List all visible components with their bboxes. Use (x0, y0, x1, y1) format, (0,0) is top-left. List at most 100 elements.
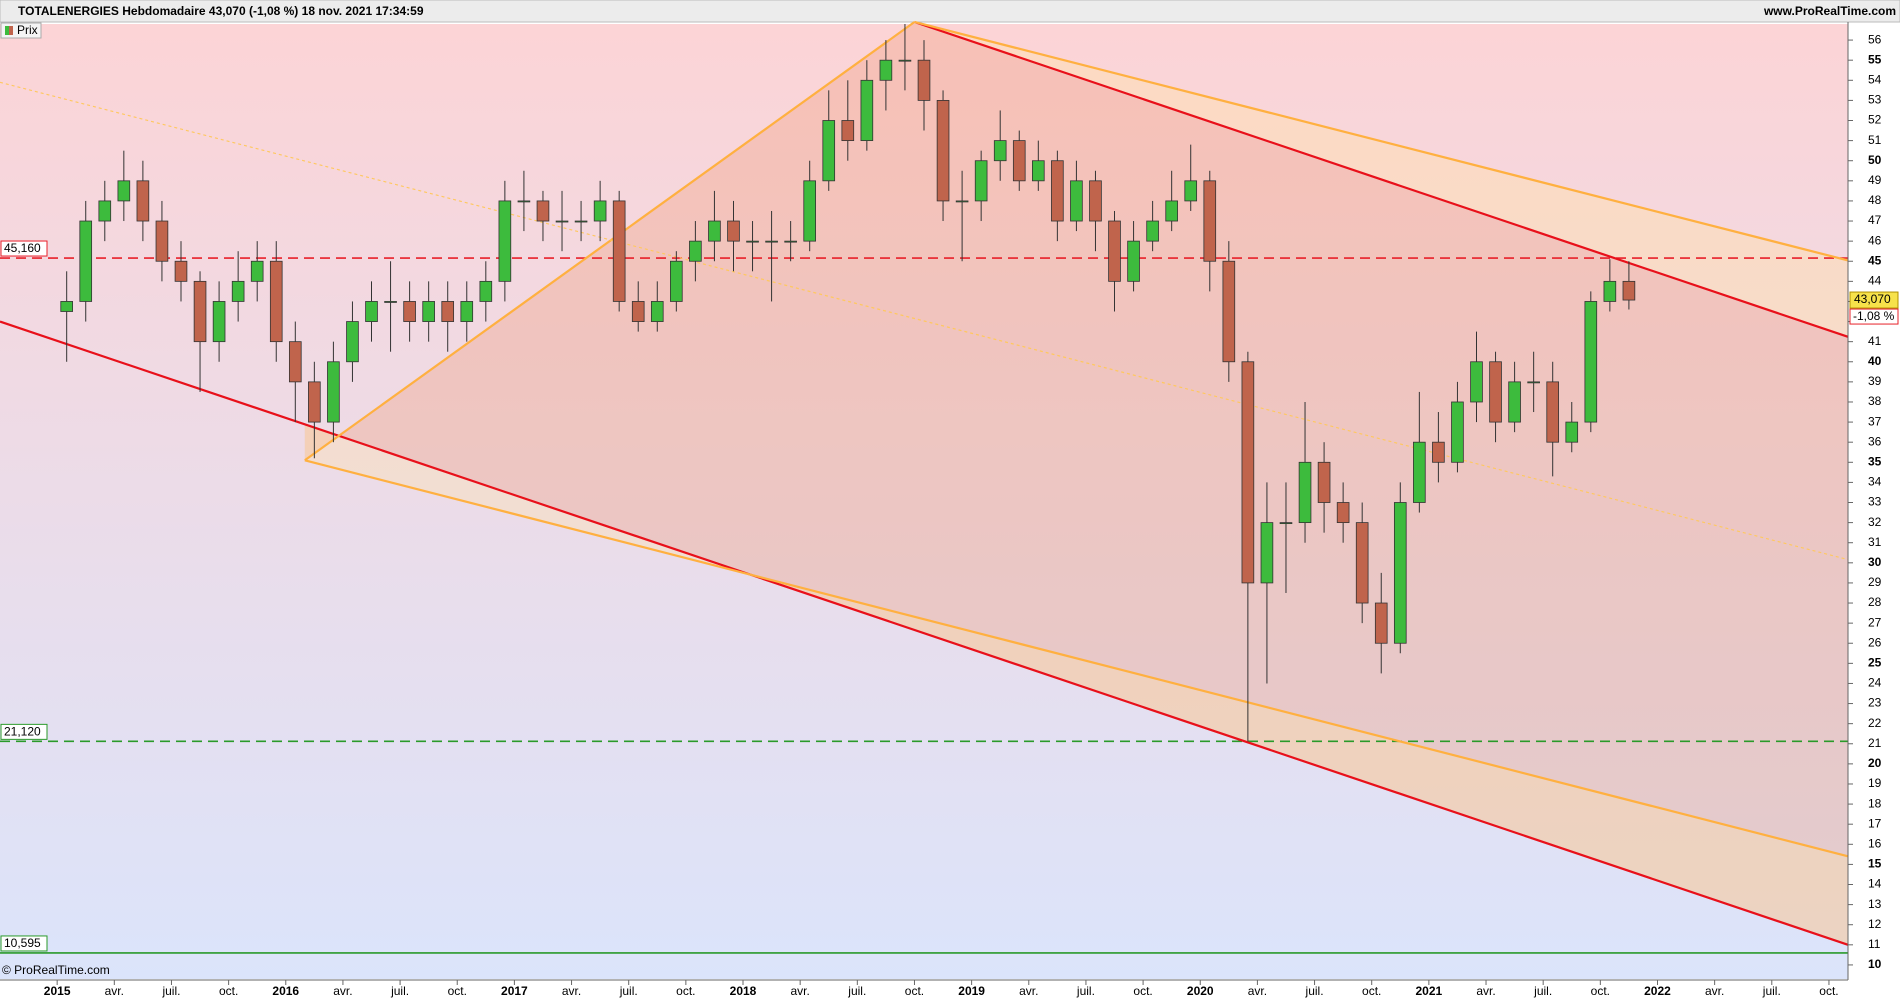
candle-body (879, 59, 893, 81)
candle-body (498, 200, 512, 282)
candle-body (803, 180, 816, 242)
x-tick-label: 2022 (1644, 984, 1671, 998)
x-tick-label: 2018 (730, 984, 757, 998)
x-tick-label: juil. (619, 984, 638, 998)
y-tick-label: 31 (1868, 535, 1882, 549)
candle-body (1622, 280, 1636, 301)
candle-body (517, 200, 531, 203)
candle-body (917, 59, 931, 101)
candle-body (631, 301, 645, 322)
candle-body (460, 301, 474, 322)
candle-body (1184, 180, 1198, 202)
candle-body (1527, 381, 1540, 384)
candle-body (1413, 441, 1426, 503)
y-tick-label: 18 (1868, 796, 1882, 810)
candle-body (1089, 180, 1102, 222)
y-tick-label: 38 (1868, 394, 1882, 408)
candle-body (765, 240, 778, 243)
candle-body (136, 180, 150, 222)
candle-body (1032, 160, 1045, 182)
candle-body (1108, 220, 1121, 282)
candle-body (1603, 280, 1617, 302)
y-tick-label: 20 (1868, 756, 1882, 770)
y-tick-label: 17 (1868, 816, 1882, 830)
candle-body (1222, 260, 1236, 363)
candle-body (993, 140, 1007, 162)
x-tick-label: oct. (219, 984, 238, 998)
candle-body (1146, 220, 1159, 242)
candle-body (269, 260, 283, 343)
y-tick-label: 49 (1868, 173, 1882, 187)
x-tick-label: juil. (161, 984, 180, 998)
y-tick-label: 33 (1868, 495, 1882, 509)
y-tick-label: 10 (1868, 957, 1882, 971)
legend-icon-up (5, 26, 9, 35)
x-tick-label: avr. (562, 984, 581, 998)
y-tick-label: 16 (1868, 836, 1882, 850)
candle-body (1393, 502, 1407, 644)
candle-body (898, 59, 912, 62)
candle-body (1070, 180, 1083, 222)
x-tick-label: 2016 (272, 984, 299, 998)
legend-label: Prix (17, 23, 38, 37)
level-label: 21,120 (4, 725, 41, 739)
y-tick-label: 23 (1868, 696, 1882, 710)
trendline (304, 459, 1849, 858)
last-price-box (1849, 291, 1899, 309)
x-tick-label: oct. (1133, 984, 1152, 998)
header-bar (0, 0, 1900, 23)
candle-body (384, 301, 397, 303)
y-tick-label: 30 (1868, 555, 1882, 569)
y-tick-label: 56 (1868, 32, 1882, 46)
candle-body (974, 160, 988, 202)
candle-body (79, 220, 93, 302)
candle-body (746, 240, 759, 243)
candle-body (327, 361, 340, 423)
candle-body (1374, 602, 1388, 644)
trendline (304, 21, 916, 462)
candle-body (1432, 441, 1445, 463)
candle-body (308, 381, 321, 423)
x-tick-label: 2017 (501, 984, 528, 998)
candle-body (708, 220, 721, 242)
x-tick-label: juil. (1762, 984, 1781, 998)
x-tick-label: juil. (1533, 984, 1552, 998)
y-tick-label: 54 (1868, 72, 1882, 86)
candle-body (1051, 160, 1064, 222)
candle-body (212, 301, 226, 343)
candle-body (1451, 401, 1464, 463)
candle-body (174, 260, 188, 282)
y-tick-label: 55 (1868, 52, 1882, 66)
legend-icon-down (9, 26, 13, 35)
chart-title: TOTALENERGIES Hebdomadaire 43,070 (-1,08… (18, 4, 424, 18)
level-label: 10,595 (4, 936, 41, 950)
candle-body (593, 200, 607, 222)
candle-body (155, 220, 169, 262)
trendline (0, 81, 1849, 561)
candle-body (841, 120, 855, 142)
y-tick-label: 29 (1868, 575, 1882, 589)
candle-body (1241, 361, 1255, 584)
x-tick-label: oct. (1591, 984, 1610, 998)
x-tick-label: oct. (905, 984, 924, 998)
candle-body (936, 100, 950, 202)
candle-body (193, 280, 207, 343)
y-tick-label: 52 (1868, 113, 1882, 127)
y-tick-label: 51 (1868, 133, 1882, 147)
candle-body (479, 280, 493, 302)
candle-body (346, 321, 359, 363)
y-tick-label: 22 (1868, 716, 1882, 730)
candle-body (60, 301, 73, 312)
x-tick-label: juil. (1076, 984, 1095, 998)
candle-body (536, 200, 550, 222)
source: www.ProRealTime.com (1763, 4, 1896, 18)
plot-area (0, 24, 1848, 979)
y-tick-label: 19 (1868, 776, 1882, 790)
candle-body (1470, 361, 1483, 403)
x-tick-label: juil. (847, 984, 866, 998)
y-tick-label: 47 (1868, 213, 1882, 227)
x-tick-label: oct. (1362, 984, 1381, 998)
candle-body (727, 220, 740, 242)
